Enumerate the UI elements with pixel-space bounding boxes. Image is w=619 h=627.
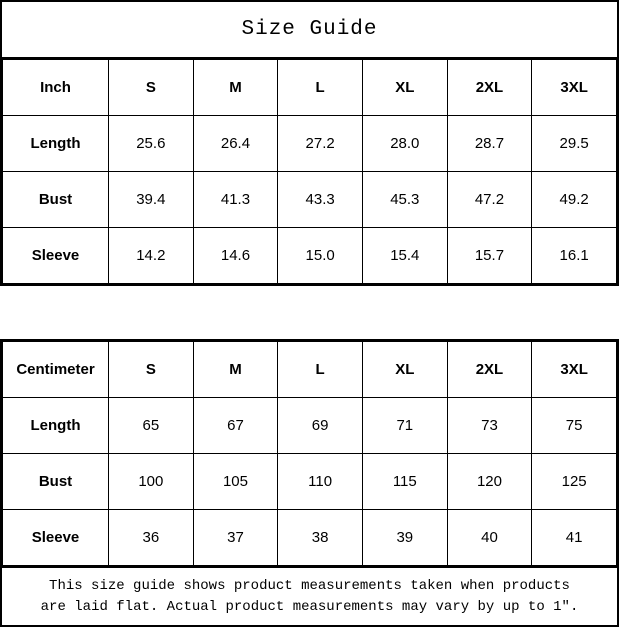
size-header-cell-l: L	[277, 341, 363, 398]
table-header-row: Centimeter S M L XL 2XL 3XL	[2, 341, 617, 398]
value-cell: 105	[192, 453, 279, 510]
value-cell: 110	[277, 453, 363, 510]
centimeter-table-wrap: Centimeter S M L XL 2XL 3XL Length 65 67…	[0, 339, 619, 568]
value-cell: 39.4	[108, 171, 194, 228]
value-cell: 16.1	[531, 227, 617, 284]
value-cell: 69	[277, 397, 363, 454]
value-cell: 26.4	[192, 115, 279, 172]
measure-label-cell: Sleeve	[2, 227, 109, 284]
size-header-cell-m: M	[192, 341, 279, 398]
value-cell: 28.7	[446, 115, 533, 172]
value-cell: 28.0	[361, 115, 448, 172]
size-header-cell-l: L	[277, 59, 363, 116]
size-header-cell-m: M	[192, 59, 279, 116]
value-cell: 14.6	[192, 227, 279, 284]
table-spacer	[0, 286, 619, 339]
table-row-sleeve: Sleeve 14.2 14.6 15.0 15.4 15.7 16.1	[2, 227, 617, 284]
value-cell: 65	[108, 397, 194, 454]
size-table-inch: Inch S M L XL 2XL 3XL Length 25.6 26.4 2…	[2, 59, 617, 284]
value-cell: 15.4	[361, 227, 448, 284]
value-cell: 120	[446, 453, 533, 510]
measure-label-cell: Bust	[2, 171, 109, 228]
value-cell: 38	[277, 509, 363, 566]
measure-label-cell: Length	[2, 115, 109, 172]
measure-label-cell: Sleeve	[2, 509, 109, 566]
table-header-row: Inch S M L XL 2XL 3XL	[2, 59, 617, 116]
value-cell: 43.3	[277, 171, 363, 228]
value-cell: 15.7	[446, 227, 533, 284]
footer-note-line1: This size guide shows product measuremen…	[49, 578, 570, 595]
value-cell: 25.6	[108, 115, 194, 172]
table-row-sleeve: Sleeve 36 37 38 39 40 41	[2, 509, 617, 566]
page-title: Size Guide	[241, 18, 378, 41]
footer-note: This size guide shows product measuremen…	[0, 568, 619, 627]
value-cell: 67	[192, 397, 279, 454]
measure-label-cell: Bust	[2, 453, 109, 510]
table-row-bust: Bust 100 105 110 115 120 125	[2, 453, 617, 510]
value-cell: 36	[108, 509, 194, 566]
value-cell: 15.0	[277, 227, 363, 284]
value-cell: 40	[446, 509, 533, 566]
unit-header-cell: Centimeter	[2, 341, 109, 398]
size-header-cell-xl: XL	[361, 341, 448, 398]
size-header-cell-s: S	[108, 59, 194, 116]
value-cell: 115	[361, 453, 448, 510]
table-row-length: Length 65 67 69 71 73 75	[2, 397, 617, 454]
size-header-cell-xl: XL	[361, 59, 448, 116]
size-table-centimeter: Centimeter S M L XL 2XL 3XL Length 65 67…	[2, 341, 617, 566]
table-row-length: Length 25.6 26.4 27.2 28.0 28.7 29.5	[2, 115, 617, 172]
size-header-cell-s: S	[108, 341, 194, 398]
value-cell: 14.2	[108, 227, 194, 284]
size-header-cell-3xl: 3XL	[531, 59, 617, 116]
value-cell: 47.2	[446, 171, 533, 228]
value-cell: 100	[108, 453, 194, 510]
value-cell: 39	[361, 509, 448, 566]
measure-label-cell: Length	[2, 397, 109, 454]
value-cell: 37	[192, 509, 279, 566]
inch-table-wrap: Inch S M L XL 2XL 3XL Length 25.6 26.4 2…	[0, 57, 619, 286]
value-cell: 49.2	[531, 171, 617, 228]
title-box: Size Guide	[0, 0, 619, 57]
footer-note-line2: are laid flat. Actual product measuremen…	[40, 598, 579, 615]
value-cell: 27.2	[277, 115, 363, 172]
value-cell: 45.3	[361, 171, 448, 228]
value-cell: 125	[531, 453, 617, 510]
value-cell: 41.3	[192, 171, 279, 228]
value-cell: 41	[531, 509, 617, 566]
size-header-cell-3xl: 3XL	[531, 341, 617, 398]
table-row-bust: Bust 39.4 41.3 43.3 45.3 47.2 49.2	[2, 171, 617, 228]
value-cell: 75	[531, 397, 617, 454]
value-cell: 29.5	[531, 115, 617, 172]
unit-header-cell: Inch	[2, 59, 109, 116]
value-cell: 73	[446, 397, 533, 454]
size-header-cell-2xl: 2XL	[446, 341, 533, 398]
value-cell: 71	[361, 397, 448, 454]
size-header-cell-2xl: 2XL	[446, 59, 533, 116]
